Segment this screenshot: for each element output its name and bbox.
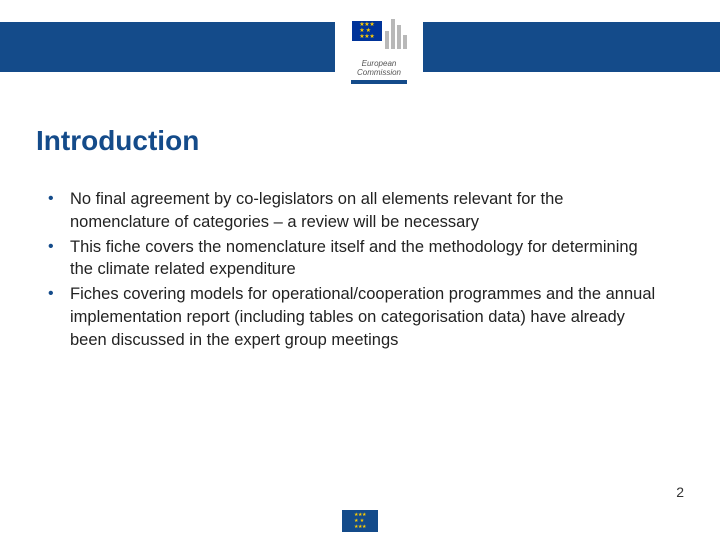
footer-eu-flag-icon: ★★★★ ★★★★: [342, 510, 378, 532]
ec-logo-graphic: ★ ★ ★★ ★★ ★ ★: [348, 0, 410, 58]
page-number: 2: [676, 484, 684, 500]
list-item: Fiches covering models for operational/c…: [40, 283, 660, 351]
eu-flag-icon: ★ ★ ★★ ★★ ★ ★: [352, 21, 382, 41]
pillars-icon: [385, 13, 407, 49]
ec-logo-text: EuropeanCommission: [357, 60, 401, 78]
bullet-list: No final agreement by co-legislators on …: [40, 188, 660, 351]
list-item: This fiche covers the nomenclature itsel…: [40, 236, 660, 282]
slide-title: Introduction: [36, 125, 199, 157]
slide-body: No final agreement by co-legislators on …: [40, 188, 660, 353]
slide: ★ ★ ★★ ★★ ★ ★ EuropeanCommission Introdu…: [0, 0, 720, 540]
ec-logo: ★ ★ ★★ ★★ ★ ★ EuropeanCommission: [335, 0, 423, 98]
ec-logo-banner: [351, 80, 407, 84]
list-item: No final agreement by co-legislators on …: [40, 188, 660, 234]
